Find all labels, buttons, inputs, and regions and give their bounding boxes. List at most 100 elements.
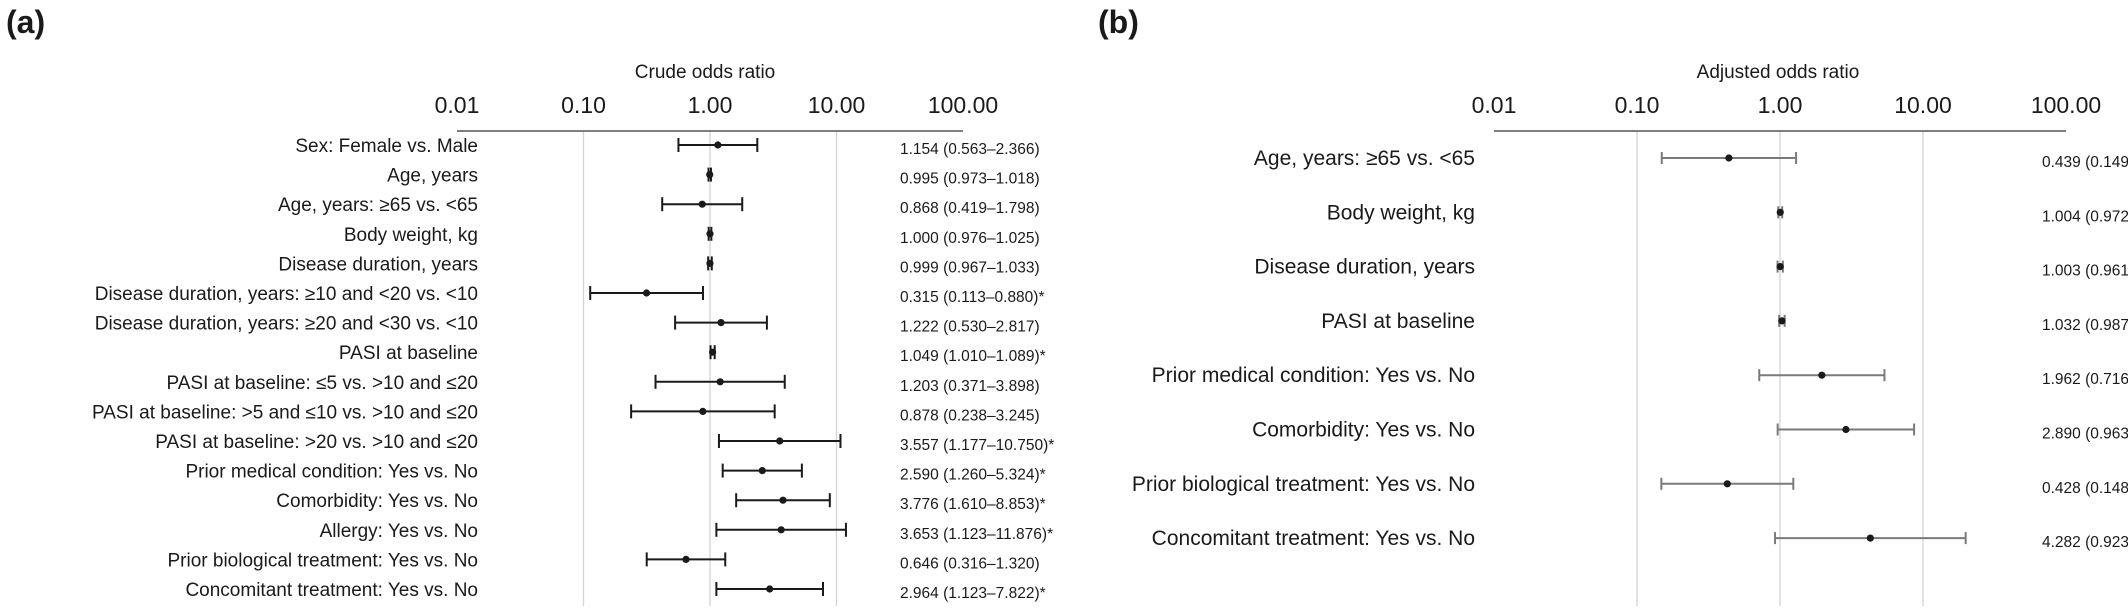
odds-ratio-value-label: 3.776 (1.610–8.853)* — [900, 496, 1046, 513]
row-label: Age, years — [387, 166, 478, 187]
odds-ratio-point — [1778, 317, 1786, 325]
x-tick-label: 0.01 — [1472, 92, 1517, 118]
row-label: Disease duration, years — [278, 254, 478, 275]
forest-row: Prior medical condition: Yes vs. No 2.590… — [185, 462, 1045, 484]
forest-row: PASI at baseline 1.049 (1.010–1.089)* — [339, 343, 1046, 365]
odds-ratio-value-label: 0.646 (0.316–1.320) — [900, 555, 1040, 572]
row-label: Age, years: ≥65 vs. <65 — [1254, 147, 1475, 170]
forest-row: Concomitant treatment: Yes vs. No 4.282 (… — [1152, 527, 2128, 551]
forest-row: Disease duration, years: ≥10 and <20 vs.… — [95, 284, 1045, 306]
forest-row: Concomitant treatment: Yes vs. No 2.964 (… — [185, 580, 1045, 602]
odds-ratio-point — [1842, 425, 1850, 434]
x-tick-label: 0.01 — [435, 92, 480, 118]
panel-a-x-ticks: 0.01 0.10 1.00 10.00 100.00 — [435, 92, 999, 118]
forest-row: Body weight, kg 1.000 (0.976–1.025) — [344, 225, 1040, 247]
odds-ratio-value-label: 0.439 (0.149–1.296) — [2042, 154, 2128, 171]
odds-ratio-point — [1725, 154, 1733, 162]
forest-row: Disease duration, years: ≥20 and <30 vs.… — [95, 314, 1040, 336]
row-label: Prior biological treatment: Yes vs. No — [1132, 473, 1475, 496]
odds-ratio-point — [1866, 534, 1874, 542]
forest-row: PASI at baseline 1.032 (0.987–1.078) — [1321, 310, 2128, 334]
row-label: PASI at baseline: >5 and ≤10 vs. >10 and… — [92, 402, 478, 423]
forest-row: Sex: Female vs. Male 1.154 (0.563–2.366) — [295, 136, 1039, 158]
forest-row: Comorbidity: Yes vs. No 2.890 (0.963–8.66… — [1252, 419, 2128, 443]
panel-b-label: (b) — [1098, 4, 1139, 40]
odds-ratio-value-label: 1.203 (0.371–3.898) — [900, 378, 1040, 395]
odds-ratio-value-label: 1.154 (0.563–2.366) — [900, 141, 1040, 158]
x-tick-label: 100.00 — [2031, 92, 2101, 118]
odds-ratio-value-label: 1.032 (0.987–1.078) — [2042, 317, 2128, 334]
odds-ratio-point — [776, 437, 784, 445]
row-label: Allergy: Yes vs. No — [320, 521, 478, 542]
x-tick-label: 10.00 — [1894, 92, 1952, 118]
odds-ratio-value-label: 0.995 (0.973–1.018) — [900, 171, 1040, 188]
x-tick-label: 1.00 — [688, 92, 733, 118]
odds-ratio-point — [1776, 208, 1784, 216]
odds-ratio-value-label: 3.653 (1.123–11.876)* — [900, 526, 1053, 543]
panel-a-label: (a) — [6, 4, 45, 40]
panel-a-gridlines — [582, 131, 838, 606]
odds-ratio-value-label: 1.222 (0.530–2.817) — [900, 319, 1040, 336]
odds-ratio-point — [642, 289, 651, 297]
forest-row: Disease duration, years 1.003 (0.961–1.04… — [1254, 256, 2128, 280]
odds-ratio-value-label: 0.868 (0.419–1.798) — [900, 200, 1040, 217]
forest-row: Prior medical condition: Yes vs. No 1.962… — [1152, 364, 2128, 388]
forest-row: Body weight, kg 1.004 (0.972–1.036) — [1327, 201, 2128, 225]
forest-row: Comorbidity: Yes vs. No 3.776 (1.610–8.85… — [276, 491, 1045, 513]
panel-a-axis-title: Crude odds ratio — [635, 62, 775, 83]
row-label: PASI at baseline: >20 vs. >10 and ≤20 — [155, 432, 478, 453]
forest-row: Prior biological treatment: Yes vs. No 0.… — [168, 550, 1040, 572]
odds-ratio-value-label: 1.049 (1.010–1.089)* — [900, 348, 1046, 365]
forest-row: Disease duration, years 0.999 (0.967–1.03… — [278, 254, 1039, 276]
odds-ratio-value-label: 4.282 (0.923–19.876) — [2042, 534, 2128, 551]
row-label: Concomitant treatment: Yes vs. No — [1152, 527, 1475, 550]
odds-ratio-value-label: 0.428 (0.148–1.239) — [2042, 480, 2128, 497]
panel-b: (b) Adjusted odds ratio 0.01 0.10 1.00 10.0… — [1098, 4, 2128, 606]
odds-ratio-value-label: 0.878 (0.238–3.245) — [900, 407, 1040, 424]
row-label: Prior medical condition: Yes vs. No — [1152, 364, 1475, 387]
row-label: Body weight, kg — [344, 225, 478, 246]
odds-ratio-point — [699, 407, 707, 415]
odds-ratio-point — [709, 348, 717, 356]
forest-row: Prior biological treatment: Yes vs. No 0.… — [1132, 473, 2128, 497]
odds-ratio-value-label: 3.557 (1.177–10.750)* — [900, 437, 1054, 454]
panel-b-rows: Age, years: ≥65 vs. <65 0.439 (0.149–1.29… — [1132, 147, 2128, 551]
row-label: PASI at baseline — [339, 343, 478, 364]
odds-ratio-point — [706, 171, 714, 179]
odds-ratio-point — [1723, 480, 1731, 488]
forest-row: PASI at baseline: >20 vs. >10 and ≤20 3.5… — [155, 432, 1054, 454]
x-tick-label: 100.00 — [928, 92, 998, 118]
row-label: Prior biological treatment: Yes vs. No — [168, 550, 479, 571]
odds-ratio-value-label: 1.962 (0.716–5.378) — [2042, 371, 2128, 388]
odds-ratio-point — [1818, 371, 1826, 379]
panel-b-x-ticks: 0.01 0.10 1.00 10.00 100.00 — [1472, 92, 2102, 118]
odds-ratio-value-label: 1.000 (0.976–1.025) — [900, 230, 1040, 247]
odds-ratio-value-label: 2.590 (1.260–5.324)* — [900, 467, 1046, 484]
odds-ratio-value-label: 0.999 (0.967–1.033) — [900, 259, 1040, 276]
panel-b-gridlines — [1636, 131, 1924, 606]
odds-ratio-point — [717, 319, 725, 327]
row-label: Prior medical condition: Yes vs. No — [185, 462, 478, 483]
panel-a-rows: Sex: Female vs. Male 1.154 (0.563–2.366) A… — [92, 136, 1054, 602]
forest-row: Age, years: ≥65 vs. <65 0.868 (0.419–1.79… — [278, 195, 1040, 217]
odds-ratio-point — [682, 555, 690, 564]
row-label: Comorbidity: Yes vs. No — [1252, 419, 1475, 442]
panel-a: (a) Crude odds ratio 0.01 0.10 1.00 10.00 10… — [6, 4, 1054, 606]
row-label: Body weight, kg — [1327, 201, 1475, 224]
row-label: Age, years: ≥65 vs. <65 — [278, 195, 478, 216]
odds-ratio-point — [766, 585, 774, 593]
row-label: PASI at baseline: ≤5 vs. >10 and ≤20 — [166, 373, 478, 394]
forest-row: PASI at baseline: ≤5 vs. >10 and ≤20 1.20… — [166, 373, 1039, 395]
odds-ratio-point — [698, 200, 706, 208]
x-tick-label: 1.00 — [1758, 92, 1803, 118]
odds-ratio-value-label: 1.004 (0.972–1.036) — [2042, 208, 2128, 225]
odds-ratio-value-label: 2.890 (0.963–8.667) — [2042, 426, 2128, 443]
odds-ratio-point — [706, 259, 714, 267]
odds-ratio-point — [706, 230, 714, 238]
odds-ratio-point — [714, 141, 722, 149]
odds-ratio-value-label: 1.003 (0.961–1.047) — [2042, 263, 2128, 280]
row-label: Disease duration, years: ≥20 and <30 vs.… — [95, 314, 478, 335]
odds-ratio-point — [1776, 263, 1784, 271]
forest-row: PASI at baseline: >5 and ≤10 vs. >10 and… — [92, 402, 1040, 424]
